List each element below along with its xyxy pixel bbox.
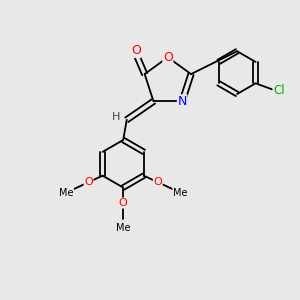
- Text: O: O: [153, 177, 162, 187]
- Text: H: H: [112, 112, 121, 122]
- Text: Me: Me: [59, 188, 74, 198]
- Text: N: N: [178, 95, 187, 108]
- Text: O: O: [84, 177, 93, 187]
- Text: O: O: [131, 44, 141, 57]
- Text: Me: Me: [116, 223, 130, 233]
- Text: O: O: [119, 198, 128, 208]
- Text: Me: Me: [173, 188, 188, 198]
- Text: Cl: Cl: [273, 83, 285, 97]
- Text: O: O: [163, 51, 173, 64]
